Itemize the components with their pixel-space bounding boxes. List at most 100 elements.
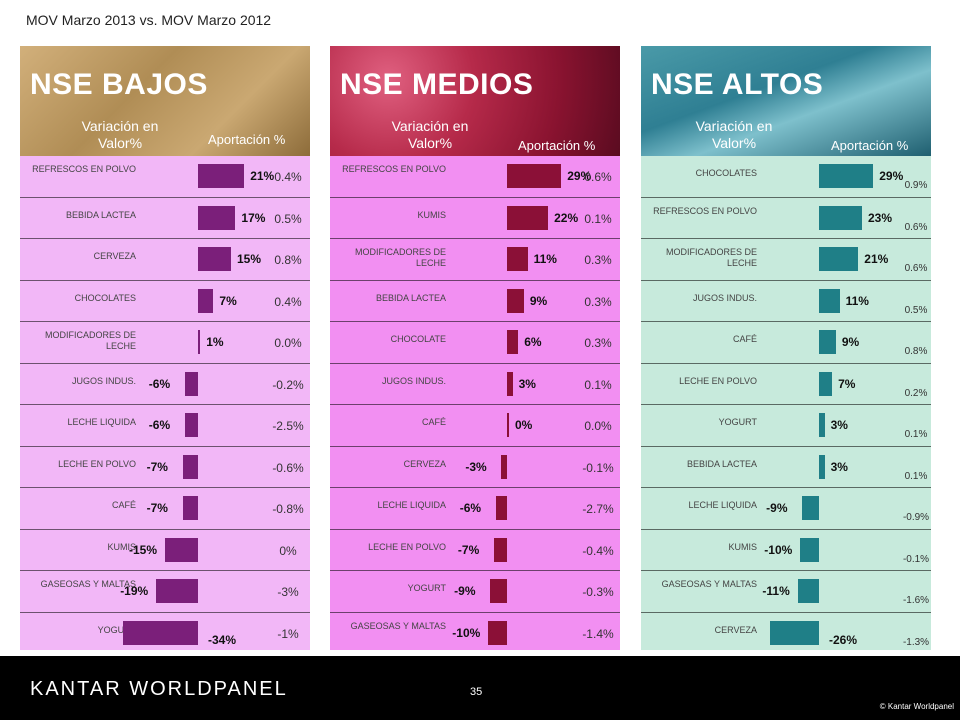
variation-bar	[156, 579, 198, 603]
aportacion-value: 0.0%	[584, 419, 612, 433]
table-row: LECHE EN POLVO 7% 0.2%	[641, 364, 931, 405]
page-number: 35	[470, 686, 483, 698]
variation-bar	[507, 288, 524, 313]
category-label: KUMIS	[107, 541, 136, 552]
category-label: REFRESCOS EN POLVO	[653, 205, 757, 216]
table-row: REFRESCOS EN POLVO 29% 0.6%	[330, 156, 620, 198]
aportacion-value: -0.6%	[272, 460, 304, 475]
variation-value: 21%	[250, 169, 275, 183]
aportacion-value: 0.6%	[584, 170, 612, 184]
table-row: REFRESCOS EN POLVO 23% 0.6%	[641, 198, 931, 239]
variation-bar	[507, 205, 549, 230]
variation-bar	[495, 496, 507, 520]
category-label: CAFÉ	[111, 500, 136, 510]
variation-value: -10%	[452, 625, 481, 640]
panel-title: NSE MEDIOS	[340, 68, 534, 101]
table-row: JUGOS INDUS. 11% 0.5%	[641, 281, 931, 322]
variation-value: -7%	[146, 459, 168, 474]
aportacion-header: Aportación %	[518, 138, 596, 153]
variation-bar	[800, 537, 819, 562]
table-row: MODIFICADORES DE LECHE 11% 0.3%	[330, 239, 620, 281]
table-row: MODIFICADORES DE LECHE 1% 0.0%	[20, 322, 310, 364]
aportacion-header: Aportación %	[831, 138, 909, 153]
aportacion-value: 0.2%	[904, 387, 928, 399]
variation-value: 0%	[515, 418, 533, 432]
category-label: KUMIS	[417, 209, 446, 220]
kantar-worldpanel-logo: KANTAR WORLDPANEL	[30, 678, 288, 700]
table-row: LECHE EN POLVO -7% -0.4%	[330, 530, 620, 571]
variation-value: -3%	[465, 459, 487, 474]
panel-nse-bajos: NSE BAJOS Variación en Valor% Aportación…	[20, 46, 310, 650]
category-label: CHOCOLATES	[74, 292, 136, 303]
table-row: CERVEZA 15% 0.8%	[20, 239, 310, 281]
aportacion-header: Aportación %	[208, 132, 286, 147]
variation-bar	[819, 330, 836, 354]
variation-value: -7%	[457, 542, 480, 557]
variation-bar	[819, 288, 840, 313]
panel-title: NSE ALTOS	[651, 68, 824, 101]
aportacion-value: 0.3%	[584, 294, 612, 309]
variation-bar	[184, 371, 198, 396]
variation-value: 6%	[524, 335, 542, 349]
table-row: YOGURT 3% 0.1%	[641, 405, 931, 447]
aportacion-value: -2.7%	[582, 502, 614, 516]
table-row: YOGURT -34% -1%	[20, 613, 310, 651]
category-label: LECHE EN POLVO	[679, 375, 757, 386]
variation-value: 22%	[554, 210, 579, 225]
variation-value: -6%	[148, 376, 171, 391]
table-row: GASEOSAS Y MALTAS -10% -1.4%	[330, 613, 620, 651]
variation-value: -10%	[764, 542, 793, 557]
table-row: CERVEZA -26% -1.3%	[641, 613, 931, 651]
table-row: JUGOS INDUS. -6% -0.2%	[20, 364, 310, 405]
aportacion-value: -0.4%	[582, 543, 614, 558]
aportacion-value: 0.5%	[274, 211, 302, 226]
variacion-header: Variación en Valor%	[391, 118, 469, 151]
aportacion-value: -0.2%	[272, 377, 304, 392]
variation-bar	[507, 247, 528, 271]
category-label: BEBIDA LACTEA	[375, 292, 446, 303]
category-label: BEBIDA LACTEA	[686, 458, 757, 469]
variation-value: -26%	[829, 632, 858, 647]
aportacion-value: -1.3%	[902, 636, 930, 648]
table-row: BEBIDA LACTEA 3% 0.1%	[641, 447, 931, 488]
aportacion-value: -1%	[277, 626, 299, 641]
variation-bar	[493, 537, 507, 562]
category-label: JUGOS INDUS.	[71, 375, 136, 386]
variation-value: 7%	[219, 293, 237, 308]
variation-bar	[819, 164, 874, 188]
table-row: CHOCOLATE 6% 0.3%	[330, 322, 620, 364]
aportacion-value: 0.4%	[274, 294, 302, 309]
variation-value: 23%	[868, 210, 893, 225]
slide-title: MOV Marzo 2013 vs. MOV Marzo 2012	[26, 12, 272, 28]
category-label: GASEOSAS Y MALTAS	[350, 620, 446, 631]
table-row: CHOCOLATES 29% 0.9%	[641, 156, 931, 198]
category-label: YOGURT	[97, 624, 136, 635]
footer: KANTAR WORLDPANEL 35 © Kantar Worldpanel	[0, 656, 960, 720]
variation-value: 9%	[841, 335, 860, 349]
panel-nse-altos: NSE ALTOS Variación en Valor% Aportación…	[641, 46, 931, 650]
aportacion-value: -0.9%	[902, 512, 930, 523]
category-label: GASEOSAS Y MALTAS	[40, 579, 136, 589]
aportacion-value: 0.3%	[584, 336, 612, 350]
aportacion-value: 0.8%	[274, 253, 302, 267]
variation-value: -6%	[459, 501, 482, 515]
aportacion-value: -0.1%	[582, 460, 614, 475]
variation-bar	[819, 205, 862, 230]
variation-bar	[182, 454, 198, 479]
variation-bar	[198, 164, 245, 188]
panel-header-image	[330, 46, 620, 156]
variation-bar	[507, 164, 562, 188]
category-label: JUGOS INDUS.	[692, 292, 757, 303]
variacion-header: Variación en Valor%	[81, 118, 159, 151]
variation-bar	[198, 205, 236, 230]
aportacion-value: 0.9%	[904, 180, 928, 191]
variation-value: 17%	[241, 210, 266, 225]
variation-value: 29%	[879, 169, 904, 183]
table-row: GASEOSAS Y MALTAS -11% -1.6%	[641, 571, 931, 613]
variation-value: 1%	[206, 335, 224, 349]
aportacion-value: 0%	[279, 543, 297, 558]
category-label: YOGURT	[407, 583, 446, 593]
aportacion-value: 0.8%	[904, 346, 928, 357]
aportacion-value: -0.3%	[582, 585, 614, 599]
aportacion-value: -1.4%	[582, 626, 614, 641]
